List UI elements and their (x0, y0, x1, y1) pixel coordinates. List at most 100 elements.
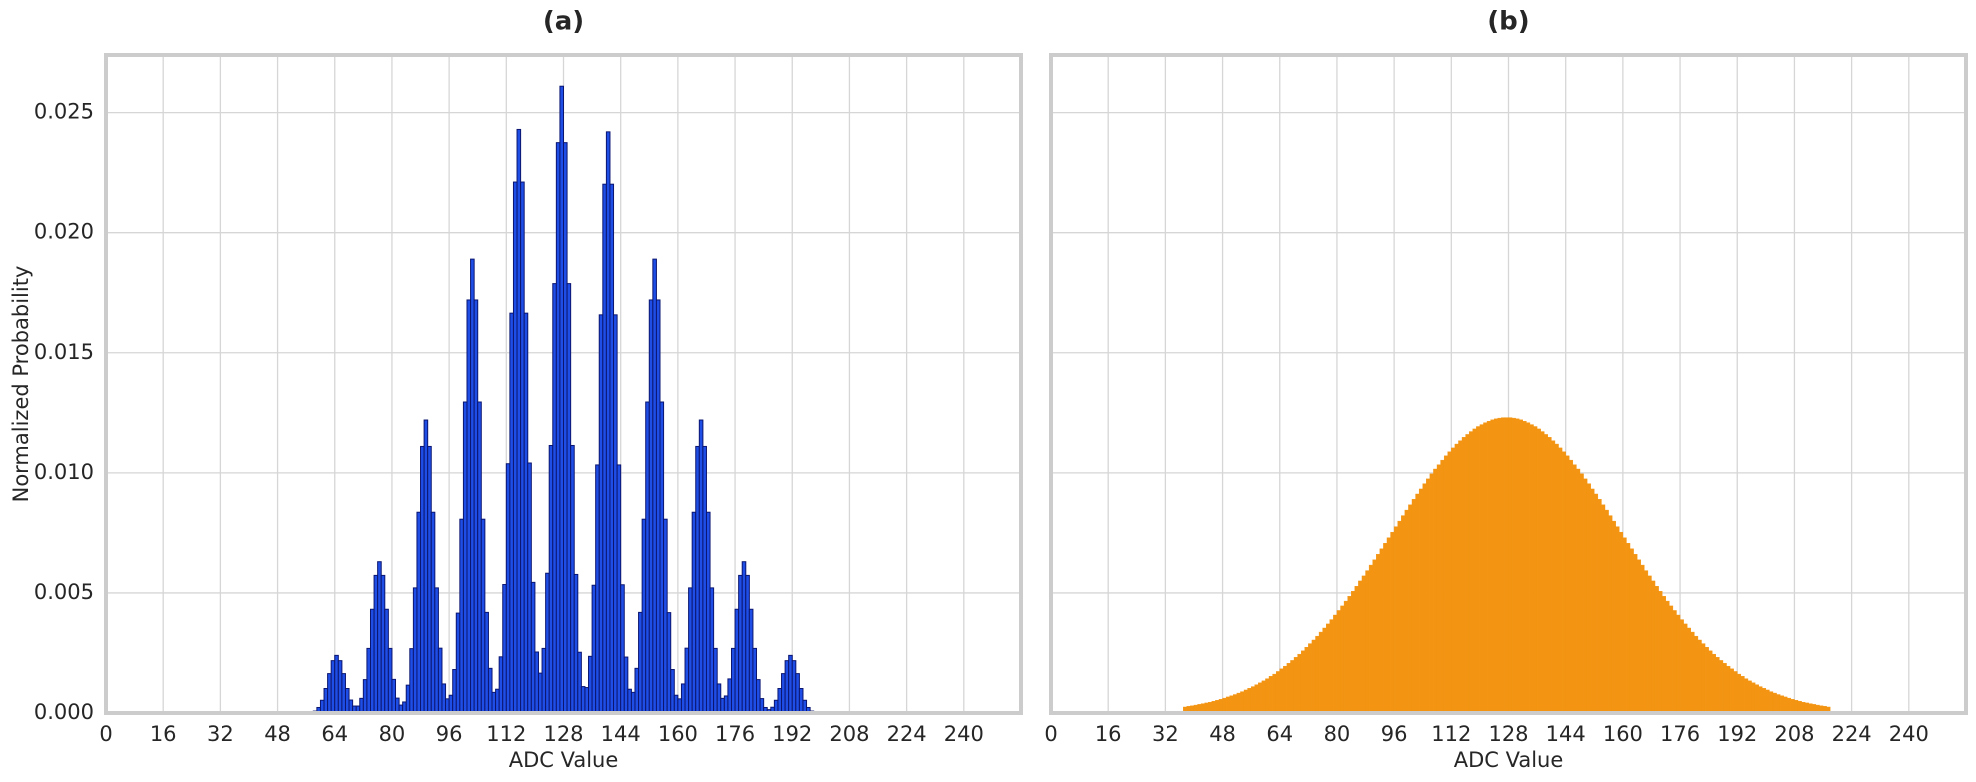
bar (1383, 543, 1388, 714)
x-tick-label: 128 (543, 722, 583, 746)
bar (1583, 478, 1588, 714)
bar (1322, 627, 1327, 714)
bar (552, 283, 557, 714)
bar (727, 678, 732, 714)
bar (1565, 455, 1570, 714)
bar (1494, 418, 1498, 714)
bar (1754, 684, 1759, 714)
bar (1629, 548, 1634, 714)
bar (434, 587, 439, 714)
bar (795, 673, 800, 714)
bar (459, 518, 464, 714)
bar (1508, 417, 1513, 714)
bar (698, 419, 704, 714)
bar (1304, 647, 1309, 714)
bar (1236, 692, 1241, 714)
bar (1762, 688, 1767, 714)
bar (366, 647, 371, 714)
bar (666, 612, 672, 714)
bar (1279, 668, 1284, 714)
bar (491, 691, 497, 714)
bar (1408, 504, 1413, 714)
y-tick-label: 0.005 (34, 580, 94, 604)
bar (1311, 639, 1316, 714)
x-axis-label: ADC Value (509, 748, 619, 772)
x-tick-label: 96 (1381, 722, 1408, 746)
bar (573, 573, 579, 714)
bar (720, 697, 725, 714)
x-tick-label: 0 (99, 722, 112, 746)
bar (1522, 421, 1527, 714)
bar (1329, 619, 1334, 714)
bar (359, 697, 364, 714)
x-tick-label: 48 (1209, 722, 1236, 746)
bar (1529, 424, 1534, 714)
bar (1551, 440, 1556, 714)
bar (1490, 419, 1495, 714)
bar (462, 401, 468, 714)
bar (734, 608, 740, 714)
bar (1454, 443, 1459, 714)
x-tick-label: 48 (264, 722, 291, 746)
bar (1536, 428, 1541, 714)
bar (566, 283, 572, 714)
bar (598, 314, 604, 714)
x-tick-label: 160 (1603, 722, 1643, 746)
x-tick-label: 32 (1152, 722, 1179, 746)
bar (1504, 417, 1509, 714)
bar (1787, 697, 1792, 714)
bar (534, 651, 539, 714)
bar (362, 679, 368, 714)
bar (334, 654, 339, 714)
bar (655, 299, 661, 714)
bar (1300, 650, 1305, 714)
bar (1411, 499, 1416, 714)
bar (652, 258, 657, 714)
bar (516, 128, 522, 714)
x-tick-label: 64 (1266, 722, 1293, 746)
bar (1633, 554, 1638, 714)
bar (1511, 417, 1516, 714)
bar (1672, 610, 1677, 714)
bar (1397, 520, 1402, 714)
x-tick-label: 176 (1660, 722, 1700, 746)
bar (1483, 422, 1488, 714)
bar (452, 669, 457, 714)
bar (1268, 676, 1273, 714)
bar (1533, 426, 1538, 714)
bar (1779, 695, 1784, 714)
bar (445, 698, 450, 714)
bar (759, 698, 765, 714)
bar (455, 612, 461, 714)
bar (1354, 586, 1359, 714)
x-tick-label: 32 (207, 722, 234, 746)
bar (1776, 694, 1781, 714)
bar (1715, 657, 1720, 714)
bar (1737, 673, 1742, 714)
y-tick-label: 0.010 (34, 460, 94, 484)
bar (595, 464, 600, 714)
bar (645, 401, 650, 714)
bar (1526, 422, 1531, 714)
bar (1401, 515, 1406, 714)
bar (344, 688, 350, 714)
bar (684, 647, 690, 714)
y-tick-label: 0.000 (34, 700, 94, 724)
bar (427, 445, 432, 714)
bar (1669, 605, 1674, 714)
x-axis-label: ADC Value (1454, 748, 1564, 772)
bar (327, 673, 332, 714)
bar (1429, 473, 1434, 714)
bar (545, 572, 550, 714)
bar (602, 183, 607, 714)
bar (570, 444, 575, 714)
bar (680, 683, 686, 714)
bar (605, 131, 611, 714)
bar (723, 695, 729, 714)
bar (555, 142, 561, 714)
bar (1265, 678, 1270, 714)
bar (395, 697, 400, 714)
bar (527, 462, 532, 714)
bar (1368, 564, 1373, 714)
